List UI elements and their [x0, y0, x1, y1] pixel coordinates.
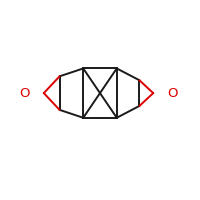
Text: O: O: [19, 87, 30, 100]
Text: O: O: [167, 87, 178, 100]
